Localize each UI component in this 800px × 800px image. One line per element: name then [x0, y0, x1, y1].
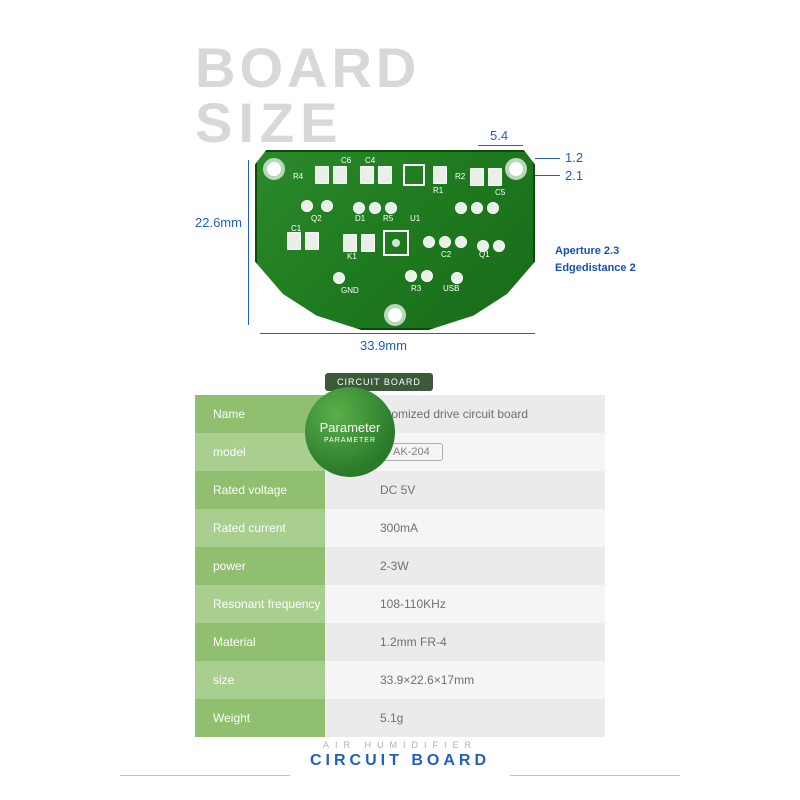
pad — [333, 272, 345, 284]
title-line1: BOARD — [195, 40, 420, 96]
pad — [305, 232, 319, 250]
pad — [385, 202, 397, 214]
lbl-u1: U1 — [410, 214, 420, 223]
pad — [315, 166, 329, 184]
pad — [287, 232, 301, 250]
spec-label: power — [195, 547, 325, 585]
pad — [471, 202, 483, 214]
badge-main: Parameter — [320, 420, 381, 435]
spec-table: CIRCUIT BOARD Parameter PARAMETER NameAt… — [195, 395, 605, 737]
footer-line-left — [120, 775, 290, 776]
spec-value: 2-3W — [325, 547, 605, 585]
footer: AIR HUMIDIFIER CIRCUIT BOARD — [0, 740, 800, 770]
spec-value: 1.2mm FR-4 — [325, 623, 605, 661]
lbl-c6: C6 — [341, 156, 351, 165]
footer-subtitle: AIR HUMIDIFIER — [323, 740, 477, 750]
dim-edge: Edgedistance 2 — [555, 262, 636, 274]
pcb-board: R4 C6 C4 R1 R2 C5 Q2 D1 R5 U1 C1 K1 C2 Q… — [255, 150, 535, 330]
pad — [360, 166, 374, 184]
badge-circle: Parameter PARAMETER — [305, 387, 395, 477]
pad — [321, 200, 333, 212]
lbl-d1: D1 — [355, 214, 365, 223]
mount-hole-tl — [263, 158, 285, 180]
pad — [405, 270, 417, 282]
pad — [493, 240, 505, 252]
dim-line-left — [248, 160, 249, 325]
spec-label: Resonant frequency — [195, 585, 325, 623]
spec-row: size33.9×22.6×17mm — [195, 661, 605, 699]
pad — [403, 164, 425, 186]
spec-label: Rated current — [195, 509, 325, 547]
mount-hole-bot — [384, 304, 406, 326]
lbl-q1: Q1 — [479, 250, 490, 259]
footer-line-right — [510, 775, 680, 776]
pad — [433, 166, 447, 184]
pad — [343, 234, 357, 252]
lbl-k1: K1 — [347, 252, 357, 261]
dim-r2: 2.1 — [565, 168, 583, 183]
lbl-c5: C5 — [495, 188, 505, 197]
spec-label: Material — [195, 623, 325, 661]
pad — [301, 200, 313, 212]
pad — [353, 202, 365, 214]
lbl-usb: USB — [443, 284, 459, 293]
footer-title: CIRCUIT BOARD — [310, 752, 490, 770]
lbl-r4: R4 — [293, 172, 303, 181]
spec-row: Resonant frequency108-110KHz — [195, 585, 605, 623]
badge-sub: PARAMETER — [324, 437, 376, 444]
lbl-r5: R5 — [383, 214, 393, 223]
lbl-r2: R2 — [455, 172, 465, 181]
lbl-c1: C1 — [291, 224, 301, 233]
lbl-q2: Q2 — [311, 214, 322, 223]
lbl-gnd: GND — [341, 286, 359, 295]
pad — [487, 202, 499, 214]
lbl-r3: R3 — [411, 284, 421, 293]
lbl-r1: R1 — [433, 186, 443, 195]
pad — [455, 202, 467, 214]
spec-label: Weight — [195, 699, 325, 737]
spec-value: 5.1g — [325, 699, 605, 737]
pad — [369, 202, 381, 214]
spec-row: Weight5.1g — [195, 699, 605, 737]
dim-aperture: Aperture 2.3 — [555, 245, 619, 257]
spec-value: 33.9×22.6×17mm — [325, 661, 605, 699]
pad — [470, 168, 484, 186]
pad — [421, 270, 433, 282]
pad — [439, 236, 451, 248]
spec-row: modelAK-204 — [195, 433, 605, 471]
spec-value: 300mA — [325, 509, 605, 547]
pad — [378, 166, 392, 184]
spec-row: power2-3W — [195, 547, 605, 585]
pad — [423, 236, 435, 248]
spec-value: DC 5V — [325, 471, 605, 509]
pad — [451, 272, 463, 284]
dim-r1: 1.2 — [565, 150, 583, 165]
pcb-diagram: R4 C6 C4 R1 R2 C5 Q2 D1 R5 U1 C1 K1 C2 Q… — [255, 130, 555, 350]
spec-label: Rated voltage — [195, 471, 325, 509]
mount-hole-tr — [505, 158, 527, 180]
pad — [488, 168, 502, 186]
spec-row: Rated current300mA — [195, 509, 605, 547]
center-marker — [383, 230, 409, 256]
pad — [455, 236, 467, 248]
spec-row: Rated voltageDC 5V — [195, 471, 605, 509]
spec-rows: NameAtomized drive circuit boardmodelAK-… — [195, 395, 605, 737]
dim-height: 22.6mm — [195, 215, 242, 230]
spec-row: Material1.2mm FR-4 — [195, 623, 605, 661]
lbl-c4: C4 — [365, 156, 375, 165]
spec-label: size — [195, 661, 325, 699]
pad — [361, 234, 375, 252]
pad — [333, 166, 347, 184]
spec-value: 108-110KHz — [325, 585, 605, 623]
lbl-c2: C2 — [441, 250, 451, 259]
spec-row: NameAtomized drive circuit board — [195, 395, 605, 433]
